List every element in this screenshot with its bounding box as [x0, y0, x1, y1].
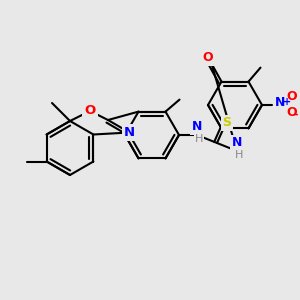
Text: N: N — [232, 136, 242, 149]
Text: +: + — [283, 97, 291, 107]
Text: O: O — [84, 104, 96, 118]
Text: O: O — [202, 51, 213, 64]
Text: H: H — [195, 134, 203, 144]
Text: -: - — [294, 110, 298, 120]
Text: S: S — [223, 116, 232, 130]
Text: O: O — [287, 106, 297, 119]
Text: H: H — [235, 150, 243, 160]
Text: N: N — [124, 126, 135, 139]
Text: N: N — [275, 97, 285, 110]
Text: O: O — [287, 91, 297, 103]
Text: N: N — [192, 121, 202, 134]
